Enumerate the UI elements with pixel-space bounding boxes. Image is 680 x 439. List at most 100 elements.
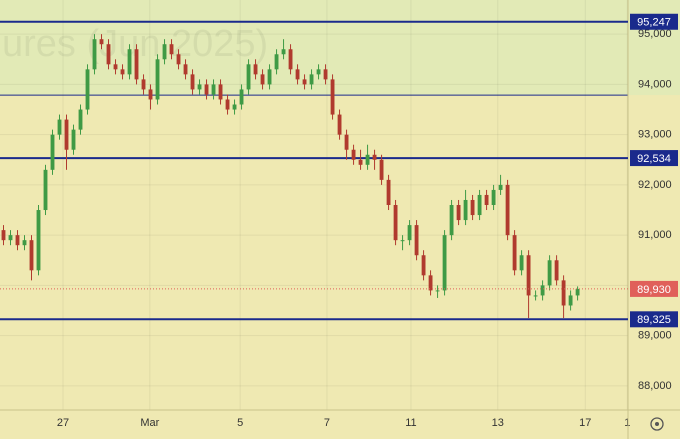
candle-body <box>127 49 132 75</box>
candle-body <box>421 255 426 276</box>
x-tick-label: 11 <box>405 417 416 429</box>
candle-body <box>309 74 314 85</box>
candle-body <box>71 129 76 150</box>
y-tick-label: 93,000 <box>638 129 672 141</box>
candle-body <box>239 89 244 105</box>
candle-body <box>372 154 377 160</box>
candle-body <box>407 225 412 241</box>
candle-body <box>414 225 419 256</box>
candle-body <box>169 44 174 55</box>
candle-body <box>29 240 34 271</box>
y-tick-label: 92,000 <box>638 179 672 191</box>
last-price-tag <box>630 280 678 297</box>
candle-body <box>575 288 580 296</box>
candle-body <box>155 59 160 100</box>
candle-body <box>267 69 272 85</box>
candle-body <box>512 235 517 271</box>
candle-body <box>232 104 237 110</box>
y-tick-label: 89,000 <box>638 330 672 342</box>
candle-body <box>148 89 153 100</box>
candle-body <box>456 205 461 221</box>
candle-body <box>358 159 363 165</box>
candle-body <box>288 49 293 70</box>
candle-body <box>274 54 279 70</box>
upper-zone <box>0 0 680 96</box>
candle-body <box>428 275 433 291</box>
candle-body <box>316 69 321 75</box>
level-tag <box>630 150 678 167</box>
candle-body <box>554 260 559 281</box>
x-tick-label: Mar <box>140 417 159 429</box>
candle-body <box>330 79 335 115</box>
candle-body <box>281 49 286 55</box>
candle-body <box>351 149 356 160</box>
candle-body <box>183 64 188 75</box>
y-tick-label: 94,000 <box>638 78 672 90</box>
candle-body <box>211 84 216 95</box>
y-tick-label: 88,000 <box>638 380 672 392</box>
level-label: 92,534 <box>637 153 671 165</box>
candle-body <box>36 210 41 271</box>
candle-body <box>8 235 13 241</box>
settings-button[interactable] <box>650 417 664 431</box>
candle-body <box>113 64 118 70</box>
y-tick-label: 91,000 <box>638 229 672 241</box>
candle-body <box>92 39 97 70</box>
candle-body <box>302 79 307 85</box>
candle-body <box>260 74 265 85</box>
candle-body <box>323 69 328 80</box>
candle-body <box>190 74 195 90</box>
candle-body <box>337 114 342 135</box>
candle-body <box>498 184 503 190</box>
x-tick-label: 5 <box>237 417 243 429</box>
candle-body <box>78 109 83 130</box>
candle-body <box>197 84 202 90</box>
candle-body <box>470 199 475 216</box>
candle-body <box>253 64 258 75</box>
candle-body <box>386 179 391 205</box>
y-tick-label: 95,000 <box>638 28 672 40</box>
candle-body <box>50 134 55 170</box>
level-tag <box>630 13 678 30</box>
candle-body <box>22 240 27 246</box>
x-tick-label: 7 <box>324 417 330 429</box>
x-tick-label: 1 <box>624 417 630 429</box>
candle-body <box>225 99 230 110</box>
candle-body <box>477 194 482 216</box>
candle-body <box>218 84 223 100</box>
candle-body <box>505 184 510 236</box>
candle-body <box>393 205 398 241</box>
candle-body <box>379 159 384 180</box>
candle-body <box>344 134 349 150</box>
candle-body <box>400 240 405 242</box>
settings-icon-dot <box>655 422 659 426</box>
candle-body <box>106 44 111 65</box>
candle-body <box>463 199 468 221</box>
candle-body <box>484 194 489 205</box>
level-label: 95,247 <box>637 17 671 29</box>
candle-body <box>540 285 545 296</box>
candle-body <box>561 280 566 306</box>
candle-body <box>15 235 20 246</box>
level-tag <box>630 311 678 328</box>
candle-body <box>162 44 167 60</box>
candle-body <box>295 69 300 80</box>
candle-body <box>1 230 6 241</box>
candle-body <box>449 205 454 236</box>
candle-body <box>43 169 48 211</box>
x-tick-label: 13 <box>492 417 504 429</box>
candle-body <box>85 69 90 110</box>
candle-body <box>547 260 552 286</box>
candle-body <box>120 69 125 75</box>
candle-body <box>491 189 496 205</box>
candle-body <box>365 154 370 165</box>
candle-body <box>176 54 181 65</box>
candle-body <box>57 119 62 135</box>
candle-body <box>533 295 538 297</box>
candle-body <box>134 49 139 80</box>
candle-body <box>435 290 440 292</box>
x-tick-label: 27 <box>57 417 69 429</box>
candle-body <box>204 84 209 95</box>
